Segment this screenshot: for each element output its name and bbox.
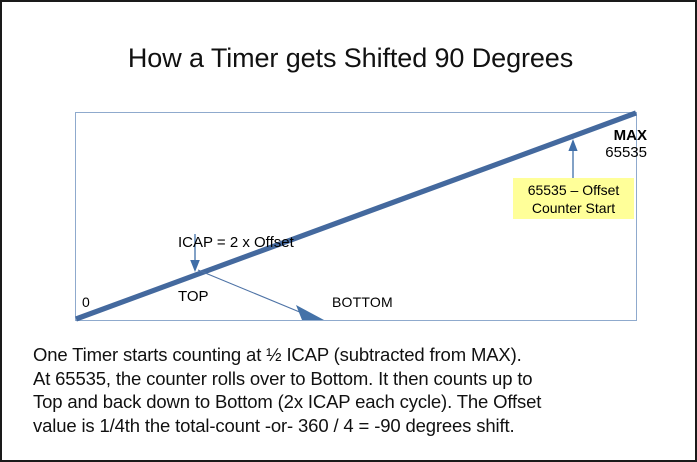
- icap-top-label: ICAP = 2 x Offset TOP: [178, 198, 294, 342]
- description-line-2: At 65535, the counter rolls over to Bott…: [33, 367, 533, 389]
- icap-label-line2: TOP: [178, 288, 209, 305]
- page-title: How a Timer gets Shifted 90 Degrees: [127, 43, 574, 73]
- description-line-1: One Timer starts counting at ½ ICAP (sub…: [33, 344, 522, 365]
- max-value-label: 65535: [605, 144, 647, 161]
- description-line-3: Top and back down to Bottom (2x ICAP eac…: [33, 391, 542, 412]
- callout-line2: Counter Start: [531, 199, 616, 216]
- description-paragraph: One Timer starts counting at ½ ICAP (sub…: [33, 343, 678, 437]
- icap-label-line1: ICAP = 2 x Offset: [178, 234, 294, 251]
- bottom-label: BOTTOM: [332, 294, 393, 310]
- counter-start-callout: 65535 – Offset Counter Start: [513, 178, 634, 219]
- axis-origin-label: 0: [82, 294, 90, 310]
- max-label: MAX: [613, 127, 647, 144]
- description-line-4: value is 1/4th the total-count -or- 360 …: [33, 414, 515, 436]
- callout-line1: 65535 – Offset: [527, 181, 620, 198]
